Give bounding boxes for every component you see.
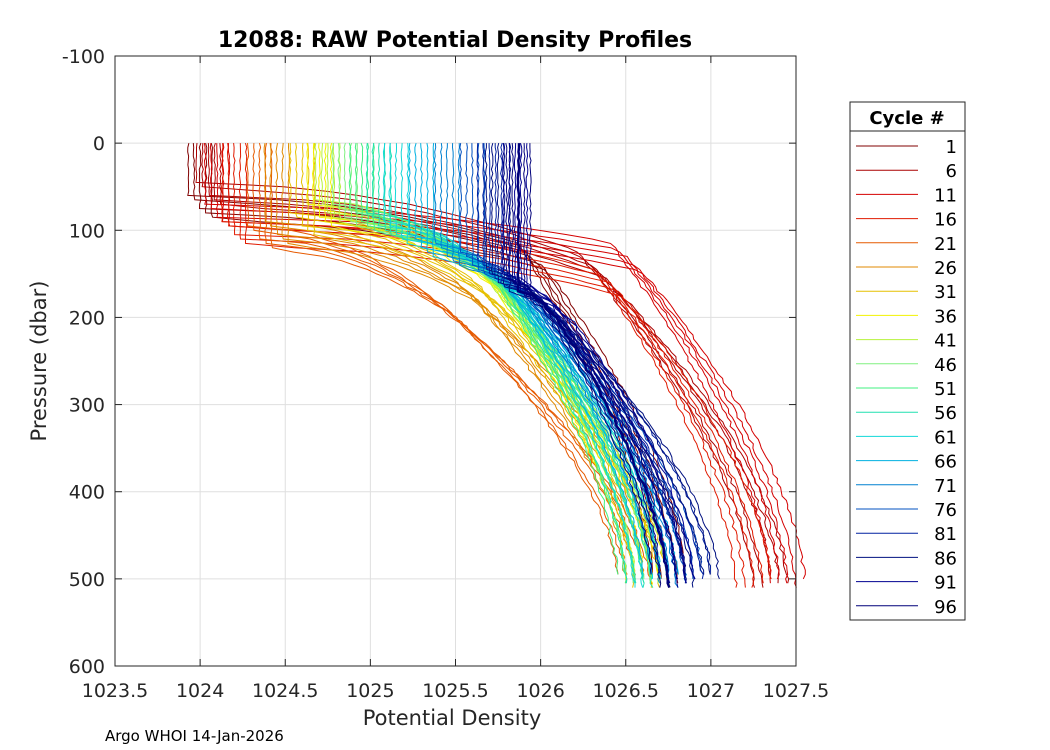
profile-line: [220, 143, 738, 588]
profile-line: [209, 143, 780, 580]
legend-label: 26: [934, 258, 957, 279]
profile-line: [238, 143, 764, 584]
ticks: [114, 55, 797, 667]
profile-line: [388, 143, 644, 588]
y-tick-label: -100: [62, 46, 105, 68]
profile-line: [263, 143, 628, 575]
profile-line: [210, 142, 687, 575]
series-cycle-11: [203, 143, 806, 588]
profile-line: [525, 143, 696, 580]
legend: Cycle # 16111621263136414651566166717681…: [849, 101, 966, 621]
legend-label: 41: [934, 331, 957, 352]
legend-label: 96: [934, 597, 957, 618]
legend-label: 61: [934, 427, 957, 448]
y-tick-label: 0: [93, 133, 105, 155]
x-tick-label: 1027.5: [763, 680, 829, 702]
y-tick-label: 300: [69, 395, 105, 417]
legend-label: 31: [934, 282, 957, 303]
profile-line: [232, 143, 755, 588]
legend-label: 1: [946, 137, 957, 158]
profile-line: [269, 143, 636, 580]
legend-label: 86: [934, 548, 957, 569]
profile-line: [382, 143, 636, 588]
y-tick-labels: -100 0 100 200 300 400 500 600: [62, 46, 105, 678]
profile-line: [252, 143, 627, 584]
profile-line: [508, 142, 720, 580]
profile-line: [201, 143, 764, 588]
legend-label: 46: [934, 355, 957, 376]
x-tick-label: 1024: [176, 680, 224, 702]
series-cycle-91: [501, 142, 696, 588]
profile-line: [215, 143, 789, 584]
footer-credit: Argo WHOI 14-Jan-2026: [105, 727, 284, 745]
x-tick-label: 1023.5: [82, 680, 148, 702]
profile-line: [195, 143, 755, 588]
x-tick-label: 1026.5: [593, 680, 659, 702]
x-tick-labels: 1023.5 1024 1024.5 1025 1025.5 1026 1026.5 1027…: [82, 680, 829, 702]
profile-line: [529, 143, 687, 575]
legend-title: Cycle #: [869, 108, 944, 129]
profile-line: [505, 142, 653, 575]
x-axis-label: Potential Density: [363, 706, 542, 730]
profile-line: [227, 143, 806, 580]
y-tick-label: 600: [69, 656, 105, 678]
profile-line: [275, 143, 645, 575]
profile-line: [523, 143, 679, 580]
legend-label: 56: [934, 403, 957, 424]
profile-line: [519, 142, 687, 584]
x-tick-label: 1024.5: [252, 680, 318, 702]
series-cycle-16: [220, 142, 772, 588]
x-tick-label: 1026: [516, 680, 564, 702]
profile-line: [439, 143, 661, 584]
legend-label: 21: [934, 234, 957, 255]
profile-line: [507, 143, 671, 584]
profile-line: [289, 143, 636, 588]
profile-line: [488, 143, 696, 580]
y-tick-label: 500: [69, 569, 105, 591]
profile-line: [408, 143, 644, 575]
legend-label: 16: [934, 210, 957, 231]
legend-label: 66: [934, 452, 957, 473]
y-tick-label: 400: [69, 482, 105, 504]
legend-label: 71: [934, 476, 957, 497]
profile-line: [501, 143, 662, 575]
legend-label: 51: [934, 379, 957, 400]
profile-line: [244, 142, 772, 580]
profile-line: [264, 142, 644, 580]
series-cycle-96: [505, 142, 687, 589]
profile-line: [433, 143, 653, 575]
legend-label: 36: [934, 306, 957, 327]
profile-line: [203, 143, 772, 584]
chart-title: 12088: RAW Potential Density Profiles: [218, 28, 692, 53]
profile-line: [496, 142, 705, 575]
profile-line: [414, 142, 653, 575]
legend-label: 76: [934, 500, 957, 521]
y-axis-label: Pressure (dbar): [27, 281, 51, 442]
x-tick-label: 1025.5: [422, 680, 488, 702]
legend-label: 6: [946, 161, 957, 182]
x-tick-label: 1025: [346, 680, 394, 702]
y-tick-label: 200: [69, 307, 105, 329]
legend-label: 91: [934, 573, 957, 594]
y-tick-label: 100: [69, 220, 105, 242]
profile-line: [354, 143, 628, 584]
profile-line: [365, 143, 628, 584]
legend-label: 11: [934, 185, 957, 206]
profile-line: [383, 143, 654, 588]
legend-label: 81: [934, 524, 957, 545]
profile-line: [484, 143, 687, 584]
profile-line: [502, 143, 711, 575]
x-tick-label: 1027: [687, 680, 735, 702]
profile-line: [511, 143, 662, 588]
profile-line: [516, 143, 671, 589]
profile-line: [348, 142, 619, 575]
profile-line: [226, 143, 746, 588]
series-group: [187, 142, 806, 589]
